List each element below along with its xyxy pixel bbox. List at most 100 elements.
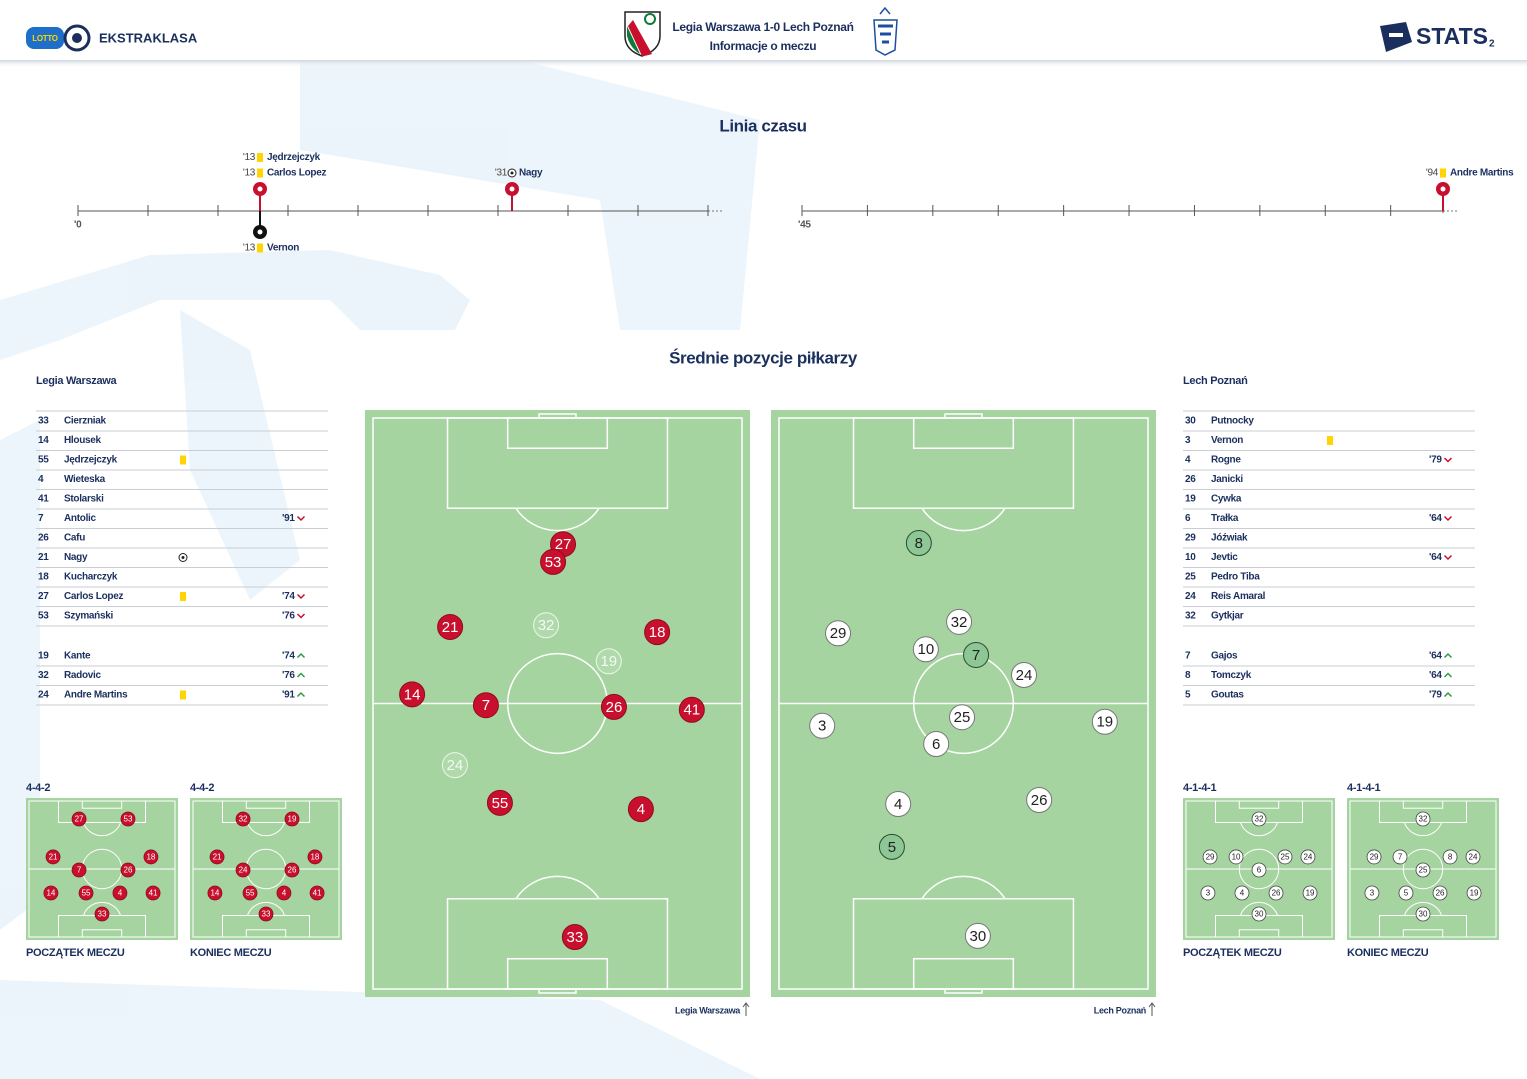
match-subtitle: Informacje o meczu bbox=[710, 39, 817, 53]
formation-player-number: 33 bbox=[98, 910, 107, 919]
formation-player-number: 4 bbox=[1240, 889, 1245, 898]
formation-player-number: 6 bbox=[1257, 866, 1262, 875]
player-name: Andre Martins bbox=[64, 690, 128, 701]
player-position bbox=[644, 619, 671, 646]
formation-player bbox=[145, 885, 161, 901]
player-name: Gytkjar bbox=[1211, 611, 1244, 622]
player-position-number: 8 bbox=[915, 535, 923, 552]
player-position bbox=[600, 693, 627, 720]
player-name: Jevtic bbox=[1211, 552, 1238, 563]
player-position-number: 6 bbox=[932, 736, 940, 753]
player-position-number: 41 bbox=[683, 702, 700, 719]
player-name: Antolic bbox=[64, 513, 97, 524]
formation-player bbox=[235, 862, 251, 878]
formation-player-number: 55 bbox=[246, 889, 255, 898]
sub-minute: '76 bbox=[282, 670, 295, 681]
event-minute: '13 bbox=[243, 152, 256, 163]
player-number: 18 bbox=[38, 572, 49, 583]
formation-player bbox=[309, 885, 325, 901]
formation-player bbox=[258, 906, 274, 922]
player-name: Putnocky bbox=[1211, 416, 1254, 427]
sub-out-icon bbox=[296, 593, 306, 600]
formation-player bbox=[209, 849, 225, 865]
formation-player bbox=[43, 885, 59, 901]
player-position bbox=[912, 636, 939, 663]
player-number: 19 bbox=[1185, 494, 1196, 505]
player-position-number: 7 bbox=[482, 697, 490, 714]
sub-out-icon bbox=[1443, 554, 1453, 561]
player-position bbox=[825, 620, 852, 647]
player-number: 7 bbox=[1185, 651, 1191, 662]
formation-player bbox=[235, 811, 251, 827]
formation-player-number: 18 bbox=[310, 853, 319, 862]
formation-player bbox=[1415, 906, 1431, 922]
yellow-card-icon bbox=[257, 153, 263, 162]
player-name: Reis Amaral bbox=[1211, 591, 1266, 602]
player-number: 21 bbox=[38, 552, 49, 563]
player-number: 26 bbox=[1185, 474, 1196, 485]
player-number: 5 bbox=[1185, 690, 1191, 701]
formation-player bbox=[71, 811, 87, 827]
player-position-number: 18 bbox=[649, 624, 666, 641]
player-position bbox=[1026, 786, 1053, 813]
formation-player bbox=[120, 811, 136, 827]
yellow-card-icon bbox=[1440, 168, 1446, 178]
formation-player bbox=[284, 811, 300, 827]
goal bbox=[944, 413, 983, 419]
formation-player-number: 26 bbox=[124, 866, 133, 875]
formation-player bbox=[1366, 849, 1382, 865]
player-name: Tomczyk bbox=[1211, 670, 1252, 681]
player-position-number: 14 bbox=[404, 686, 421, 703]
formation-caption: KONIEC MECZU bbox=[190, 947, 272, 959]
center-circle bbox=[1238, 848, 1280, 890]
player-name: Cafu bbox=[64, 533, 85, 544]
formation-player-number: 32 bbox=[239, 815, 248, 824]
sub-in-icon bbox=[296, 672, 306, 678]
player-name: Nagy bbox=[64, 552, 88, 563]
event-pin-dot bbox=[257, 186, 263, 192]
goal-area bbox=[81, 800, 123, 809]
player-position-number: 4 bbox=[637, 801, 645, 818]
formation-player bbox=[242, 885, 258, 901]
sub-in-icon bbox=[1443, 652, 1453, 659]
player-position bbox=[486, 789, 513, 816]
player-position-number: 55 bbox=[492, 795, 509, 812]
formation-player-number: 32 bbox=[1255, 815, 1264, 824]
player-number: 26 bbox=[38, 533, 49, 544]
player-number: 30 bbox=[1185, 416, 1196, 427]
yellow-card-icon bbox=[180, 455, 186, 465]
formation-player bbox=[120, 862, 136, 878]
penalty-arc bbox=[1239, 822, 1279, 916]
formation-player-number: 41 bbox=[313, 889, 322, 898]
goal bbox=[538, 988, 577, 994]
player-position-number: 19 bbox=[600, 653, 617, 670]
player-position bbox=[964, 922, 991, 949]
player-position-number: 26 bbox=[1031, 792, 1048, 809]
event-minute: '13 bbox=[243, 168, 256, 179]
brand-small: LOTTO bbox=[32, 34, 58, 43]
timeline-title: Linia czasu bbox=[719, 116, 806, 135]
player-position bbox=[963, 641, 990, 668]
formation-player bbox=[78, 885, 94, 901]
header-bar bbox=[0, 0, 1527, 60]
goal-area bbox=[1402, 800, 1444, 809]
formation-player-number: 55 bbox=[82, 889, 91, 898]
formation-player-number: 5 bbox=[1404, 889, 1409, 898]
player-name: Kucharczyk bbox=[64, 572, 118, 583]
player-number: 4 bbox=[1185, 455, 1191, 466]
player-number: 7 bbox=[38, 513, 44, 524]
formation-player bbox=[1234, 885, 1250, 901]
formation-player-number: 21 bbox=[213, 853, 222, 862]
player-name: Wieteska bbox=[64, 474, 106, 485]
formation-caption: KONIEC MECZU bbox=[1347, 947, 1429, 959]
player-name: Trałka bbox=[1211, 513, 1239, 524]
player-name: Janicki bbox=[1211, 474, 1243, 485]
sub-minute: '91 bbox=[282, 513, 295, 524]
player-position bbox=[905, 530, 932, 557]
formation-player-number: 53 bbox=[124, 815, 133, 824]
formation-player bbox=[94, 906, 110, 922]
formation-player-number: 18 bbox=[146, 853, 155, 862]
formation-player-number: 4 bbox=[118, 889, 123, 898]
player-position-number: 19 bbox=[1096, 714, 1113, 731]
